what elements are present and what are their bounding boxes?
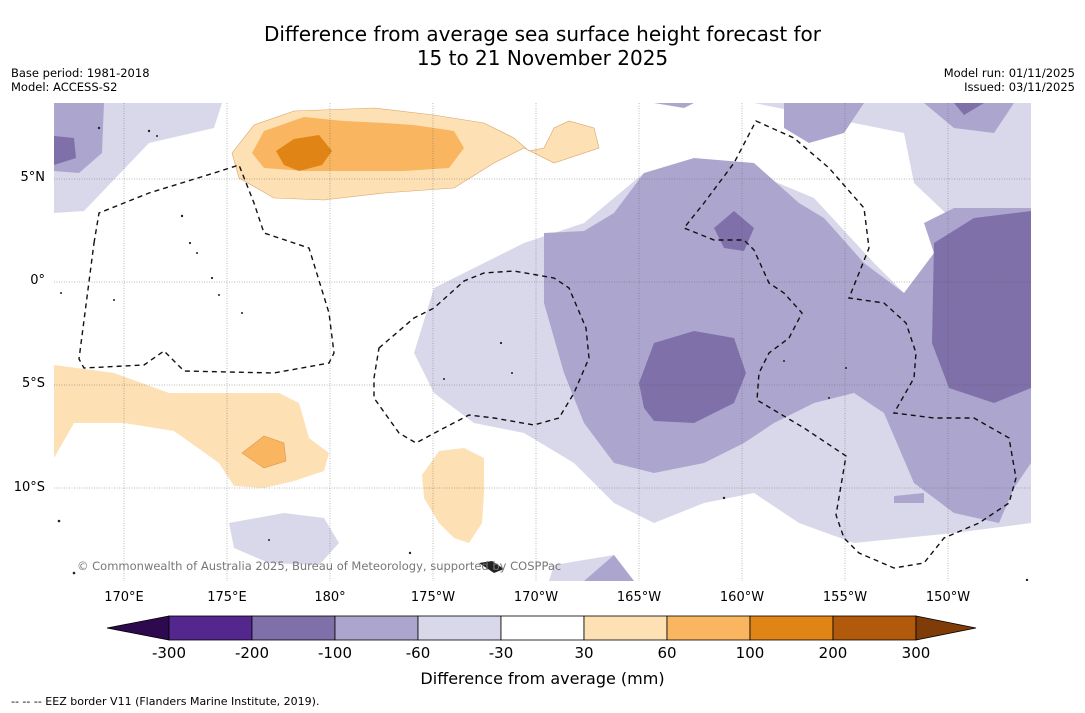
contour-medium-lavender bbox=[54, 103, 1031, 581]
colorbar-extension-low bbox=[106, 615, 170, 641]
eez-borders bbox=[78, 120, 1017, 569]
colorbar-cell bbox=[832, 615, 917, 641]
colorbar-cell bbox=[500, 615, 585, 641]
colorbar-tick: -30 bbox=[488, 644, 514, 662]
colorbar-tick: 60 bbox=[657, 644, 677, 662]
contour-dark-lavender bbox=[54, 103, 1031, 423]
lat-label-5s: 5°S bbox=[21, 376, 45, 391]
colorbar-tick: -300 bbox=[151, 644, 187, 662]
colorbar-tick: -60 bbox=[405, 644, 431, 662]
colorbar-cell bbox=[666, 615, 751, 641]
lon-label-180: 180° bbox=[314, 590, 346, 605]
lon-label-155w: 155°W bbox=[822, 590, 868, 605]
eez-footnote: -- -- -- EEZ border V11 (Flanders Marine… bbox=[11, 695, 320, 708]
lon-label-170w: 170°W bbox=[513, 590, 559, 605]
colorbar-cell bbox=[168, 615, 253, 641]
graticule bbox=[54, 103, 1031, 581]
base-period-text: Base period: 1981-2018 bbox=[11, 66, 150, 80]
copyright-text: © Commonwealth of Australia 2025, Bureau… bbox=[77, 559, 562, 573]
lat-label-10s: 10°S bbox=[13, 480, 45, 495]
model-text: Model: ACCESS-S2 bbox=[11, 80, 118, 94]
lon-label-175w: 175°W bbox=[410, 590, 456, 605]
lon-label-175e: 175°E bbox=[207, 590, 247, 605]
title-line-1: Difference from average sea surface heig… bbox=[263, 22, 822, 46]
issued-text: Issued: 03/11/2025 bbox=[964, 80, 1075, 94]
contour-dark-orange bbox=[276, 135, 332, 171]
meta-right: Model run: 01/11/2025 Issued: 03/11/2025 bbox=[944, 66, 1075, 94]
islands bbox=[57, 126, 1029, 581]
lon-label-150w: 150°W bbox=[925, 590, 971, 605]
colorbar-label: Difference from average (mm) bbox=[420, 669, 665, 688]
map-title: Difference from average sea surface heig… bbox=[0, 22, 1085, 70]
contour-outlines bbox=[231, 107, 600, 469]
lon-label-165w: 165°W bbox=[616, 590, 662, 605]
lon-label-170e: 170°E bbox=[104, 590, 144, 605]
title-line-2: 15 to 21 November 2025 bbox=[416, 46, 669, 70]
colorbar-cell bbox=[417, 615, 502, 641]
anomaly-map bbox=[54, 103, 1031, 581]
colorbar-tick: -200 bbox=[234, 644, 270, 662]
colorbar-tick: 200 bbox=[818, 644, 848, 662]
lon-label-160w: 160°W bbox=[719, 590, 765, 605]
colorbar-tick: 30 bbox=[574, 644, 594, 662]
lat-label-5n: 5°N bbox=[20, 170, 46, 185]
colorbar-tick: 100 bbox=[735, 644, 765, 662]
colorbar-cell bbox=[334, 615, 419, 641]
colorbar-cell bbox=[583, 615, 668, 641]
colorbar-tick: 300 bbox=[901, 644, 931, 662]
model-run-text: Model run: 01/11/2025 bbox=[943, 66, 1075, 80]
colorbar-cell bbox=[749, 615, 834, 641]
colorbar-extension-high bbox=[915, 615, 977, 641]
colorbar-cell bbox=[251, 615, 336, 641]
colorbar bbox=[106, 615, 977, 641]
lat-label-0: 0° bbox=[30, 273, 45, 288]
colorbar-tick: -100 bbox=[317, 644, 353, 662]
meta-left: Base period: 1981-2018 Model: ACCESS-S2 bbox=[11, 66, 150, 94]
